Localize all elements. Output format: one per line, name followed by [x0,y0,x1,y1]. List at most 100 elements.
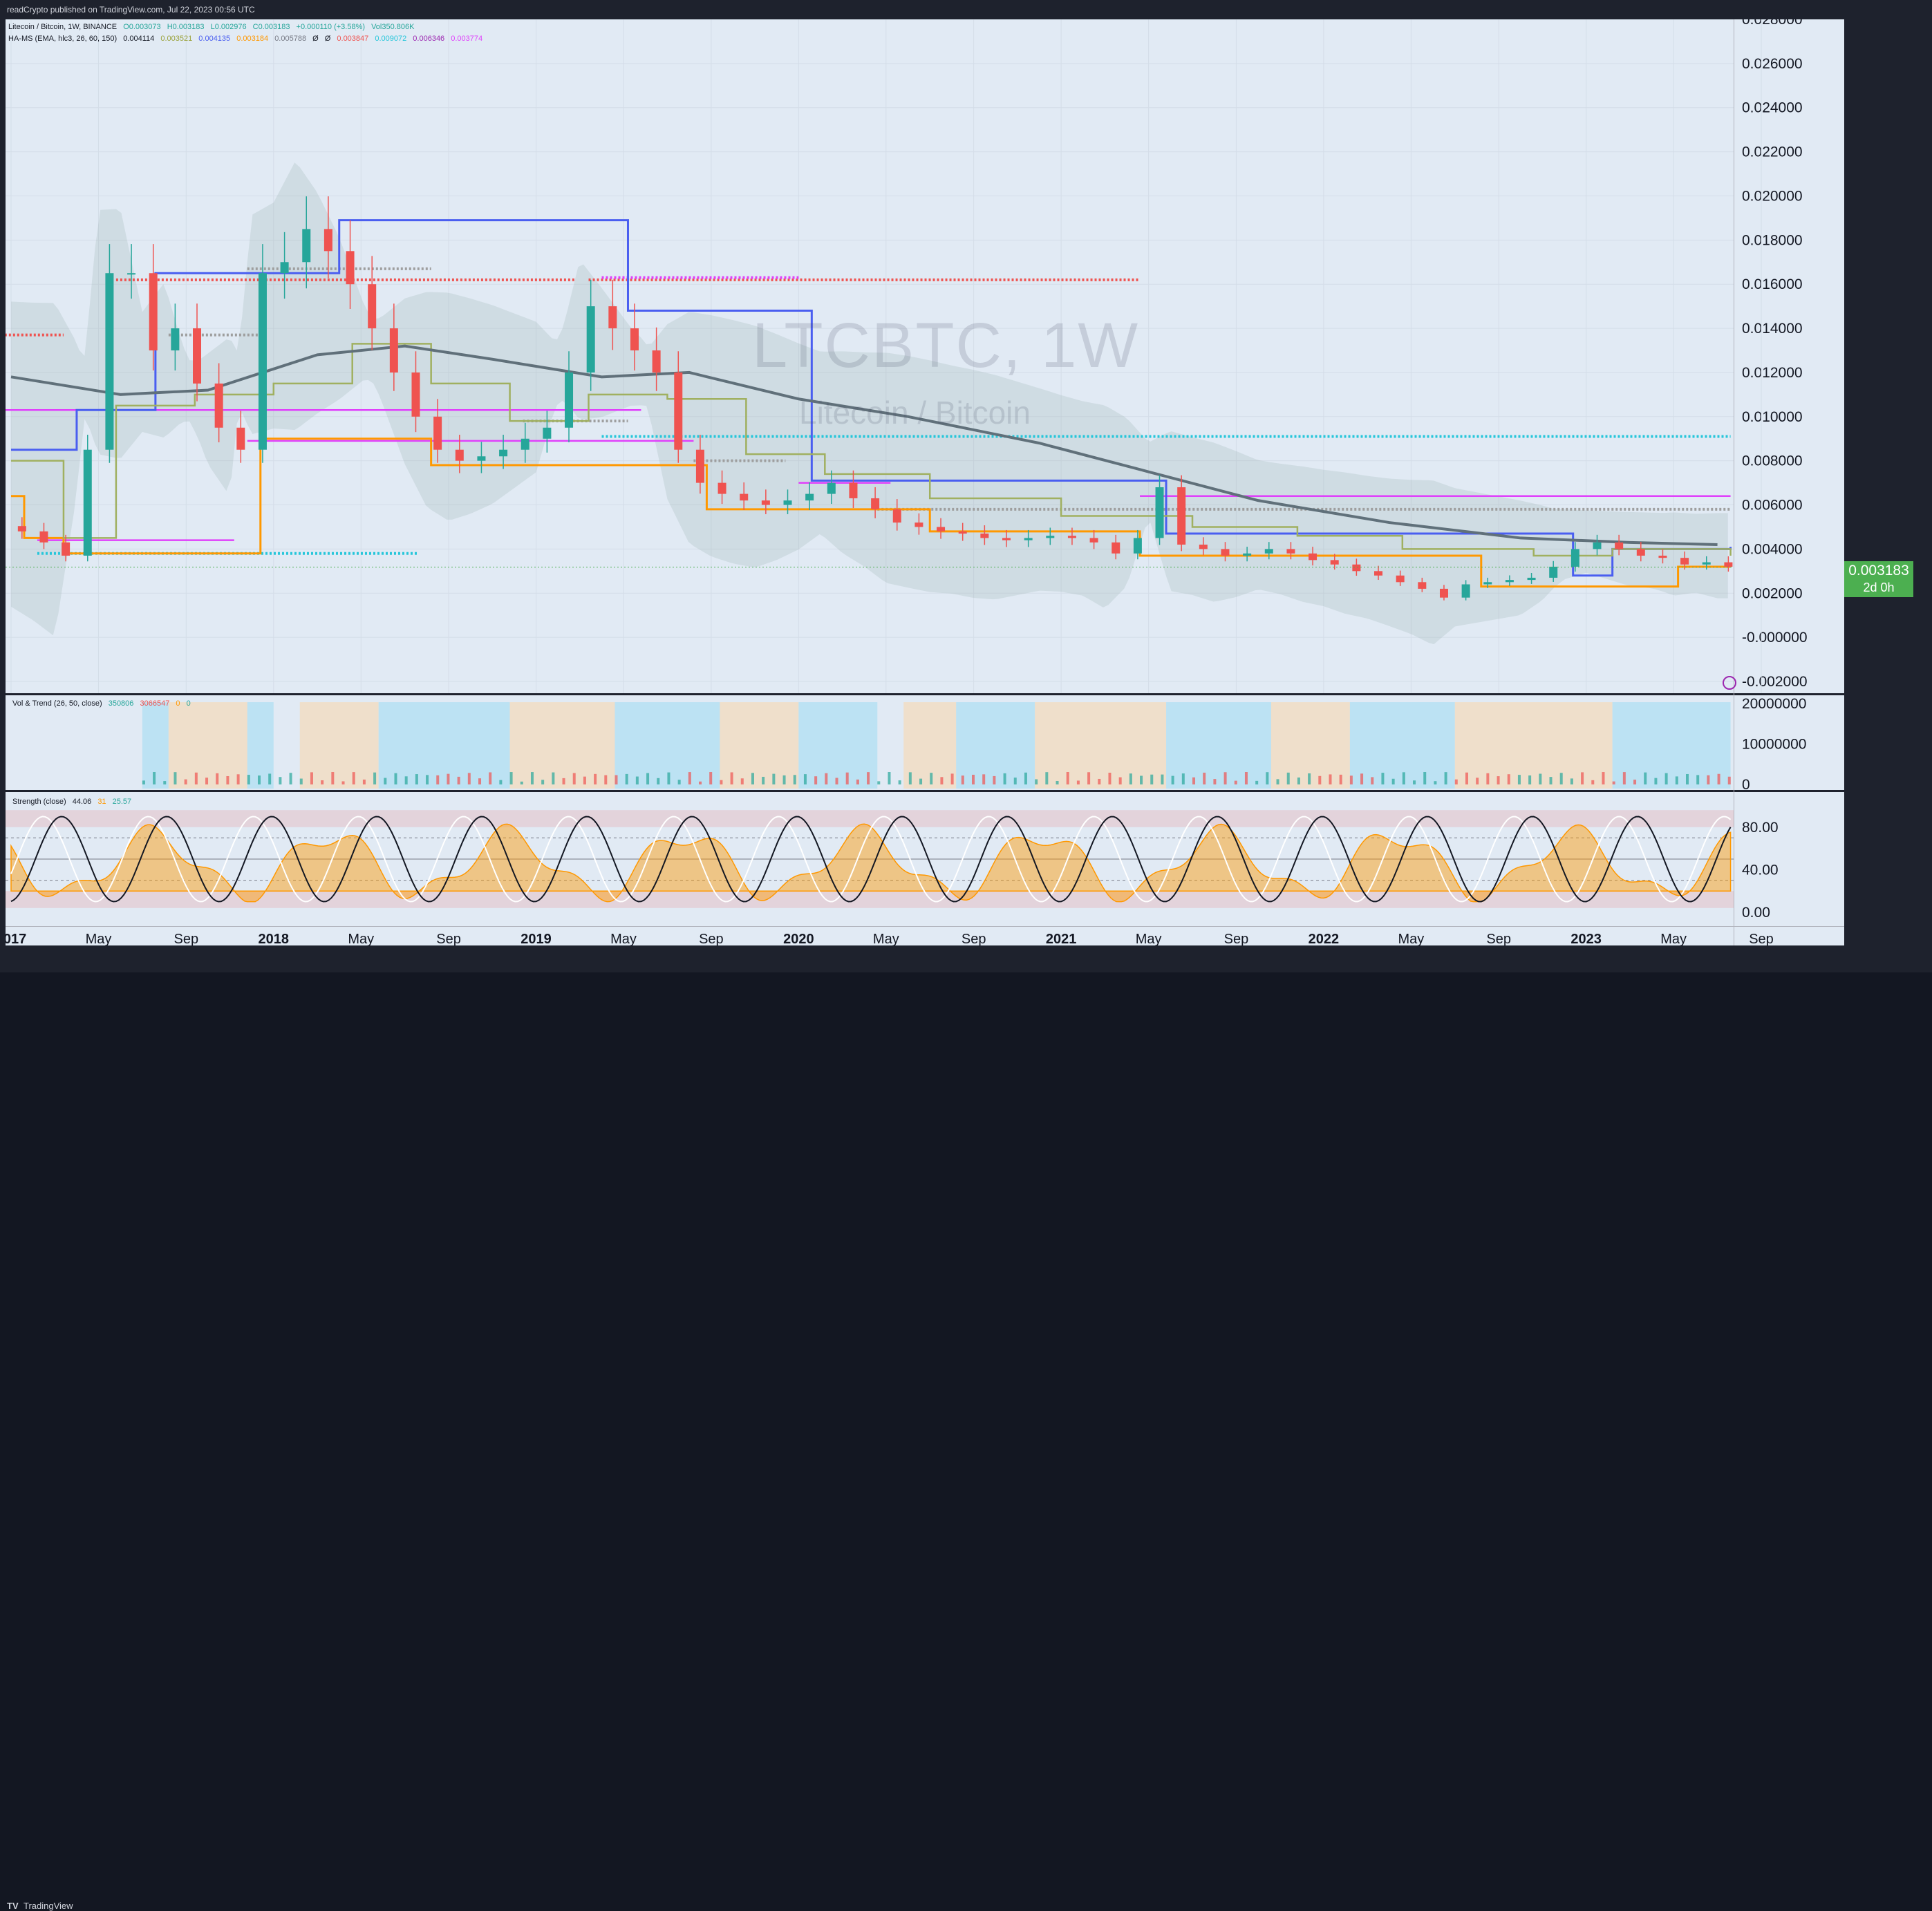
time-tick-label: Sep [699,932,724,945]
volume-bar [447,773,450,784]
volume-bar [1013,778,1017,784]
volume-bar [1349,775,1353,784]
trend-band [956,702,1035,789]
vol-trend-v1: 3066547 [140,699,170,708]
price-tick-label: 0.016000 [1742,276,1803,292]
ohlc-open: O0.003073 [123,23,161,31]
strength-label: Strength (close) [12,798,66,806]
candle-body [1418,582,1427,589]
tradingview-logo[interactable]: TV TradingView [7,1901,73,1911]
candle-body [346,251,355,285]
time-tick-label: Sep [1486,932,1511,945]
time-tick-label: May [610,932,637,945]
candle-body [1243,553,1252,556]
time-tick-label: 2018 [259,932,290,945]
volume-bar [352,772,355,784]
candle-body [1112,542,1120,554]
hams-legend[interactable]: HA-MS (EMA, hlc3, 26, 60, 150) 0.004114 … [8,35,482,43]
candle-body [1396,575,1405,583]
candle-body [718,482,726,494]
volume-bar [657,778,660,784]
time-tick-label: Sep [962,932,986,945]
candle-body [783,500,792,505]
volume-bar [1476,778,1479,784]
candle-body [827,482,836,494]
volume-bar [509,772,513,784]
volume-bar [1686,773,1689,784]
candle-body [323,229,332,252]
volume-bar [1602,772,1605,784]
candle-body [1352,564,1361,572]
strength-legend[interactable]: Strength (close) 44.06 31 25.57 [12,798,131,806]
volume-bar [489,772,492,784]
volume-bar [1003,773,1006,784]
volume-bar [950,773,954,784]
volume-bar [341,781,345,784]
volume-bar [646,773,650,784]
vol-trend-legend[interactable]: Vol & Trend (26, 50, close) 350806 30665… [12,699,191,708]
volume-bar [940,777,944,784]
main-legend[interactable]: Litecoin / Bitcoin, 1W, BINANCE O0.00307… [8,23,414,31]
trend-band [1612,702,1731,789]
hams-v3: 0.003184 [236,35,269,43]
vol-trend-v2: 0 [176,699,180,708]
candle-body [411,372,420,417]
volume-bar [1391,778,1395,784]
strength-v2: 25.57 [112,798,132,806]
volume-bar [1434,781,1437,784]
candle-body [389,328,398,373]
time-tick-label: May [1660,932,1687,945]
volume-bar [803,774,807,784]
candle-body [258,273,267,450]
ohlc-change: +0.000110 (+3.58%) [296,23,366,31]
candle-body [214,383,223,428]
volume-bar [572,773,576,784]
candle-body [62,542,71,556]
tv-icon: TV [7,1901,19,1911]
volume-bar [1360,773,1364,784]
chart-area[interactable]: 0.028000 0.026000 0.024000 0.022000 0.020000… [0,12,1844,947]
volume-bar [1045,772,1049,784]
volume-bar [898,780,901,784]
candle-body [39,531,48,543]
volume-bar [1633,780,1637,784]
volume-bar [1539,773,1542,784]
candle-body [652,350,661,373]
strength-tick-label: 80.00 [1742,820,1779,836]
volume-bar [1454,779,1458,784]
volume-bar [478,778,482,784]
hams-v1: 0.003521 [160,35,193,43]
current-price-value: 0.003183 [1848,563,1909,578]
candle-body [280,262,289,274]
chart-canvas[interactable]: 0.028000 0.026000 0.024000 0.022000 0.020000… [0,12,1844,947]
volume-bar [730,772,733,784]
symbol-label: Litecoin / Bitcoin, 1W, BINANCE [8,23,118,31]
volume-bar [709,772,713,784]
volume-bar [1339,774,1342,784]
volume-bar [436,775,440,784]
candle-body [630,328,639,350]
candle-body [805,493,814,501]
volume-bar [699,781,702,784]
volume-bar [1255,780,1259,784]
strength-v1: 31 [97,798,106,806]
time-tick-label: Sep [1749,932,1774,945]
ma-cloud [11,162,1728,645]
price-tick-label: 0.028000 [1742,19,1803,28]
strength-pane: 80.00 40.00 0.00 [6,792,1844,926]
volume-bar [835,778,838,784]
candle-body [1527,577,1536,581]
volume-bar [877,781,881,784]
tv-brand: TradingView [24,1901,73,1911]
volume-bar [499,780,503,784]
current-price-tag: 0.003183 2d 0h [1844,561,1913,597]
price-tick-label: -0.002000 [1742,674,1808,690]
hams-v4: 0.005788 [274,35,307,43]
volume-bar [1727,776,1731,784]
volume-bar [1581,772,1584,784]
volume-bar [720,780,723,784]
alert-icon [1723,676,1736,690]
volume-bar [331,772,335,784]
volume-bar [604,775,608,784]
